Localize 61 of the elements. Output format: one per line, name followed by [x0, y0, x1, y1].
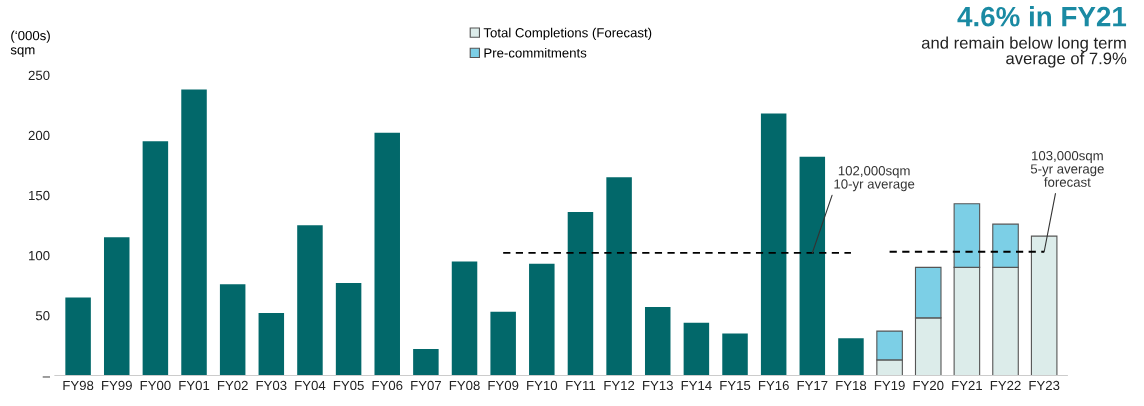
x-tick-label: FY08	[449, 380, 480, 391]
x-tick-label: FY13	[643, 380, 673, 391]
x-tick-label: FY17	[797, 380, 828, 390]
bar	[838, 338, 864, 376]
x-tick-label: FY01	[179, 380, 210, 391]
x-tick-label: FY16	[758, 380, 789, 391]
x-tick-label: FY99	[102, 380, 132, 391]
bar	[65, 297, 91, 376]
bar	[181, 89, 207, 376]
bar	[297, 225, 323, 376]
x-tick-label: FY22	[990, 380, 1021, 390]
bar	[374, 132, 400, 376]
x-tick-label: FY19	[874, 380, 905, 391]
y-tick-label: 250	[28, 70, 50, 81]
y-tick-label: –	[42, 376, 51, 378]
bar	[606, 177, 632, 376]
legend-label: Pre-commitments	[484, 47, 587, 58]
x-tick-label: FY21	[952, 380, 983, 390]
x-tick-label: FY10	[527, 380, 558, 391]
bar	[142, 141, 169, 376]
bar	[567, 212, 594, 376]
x-tick-label: FY05	[333, 380, 364, 391]
bar	[722, 333, 748, 376]
y-tick-label: 150	[29, 190, 50, 201]
bar	[335, 283, 362, 376]
y-tick-label: 200	[28, 130, 50, 141]
x-tick-label: FY11	[566, 380, 596, 390]
bar	[683, 322, 710, 376]
x-tick-label: FY18	[836, 380, 867, 391]
bar	[413, 349, 439, 376]
x-tick-label: FY00	[140, 380, 171, 391]
bar	[760, 113, 787, 376]
x-tick-label: FY04	[295, 380, 326, 391]
bar	[103, 237, 130, 376]
bar	[451, 261, 478, 376]
y-axis-title: (‘000s) sqm	[10, 30, 50, 58]
bar	[529, 263, 555, 376]
annotation: 103,000sqm 5-yr average forecast	[1030, 150, 1104, 187]
bar	[1030, 235, 1058, 376]
annotation: 102,000sqm 10-yr average	[834, 166, 915, 192]
bar	[258, 313, 285, 376]
x-tick-label: FY15	[720, 380, 751, 391]
bar	[219, 284, 246, 376]
x-tick-label: FY98	[63, 380, 94, 391]
x-tick-label: FY03	[256, 380, 287, 391]
x-tick-label: FY20	[913, 380, 944, 391]
x-tick-label: FY14	[681, 380, 712, 390]
bar	[644, 307, 671, 376]
x-tick-label: FY02	[217, 380, 248, 391]
bar	[490, 311, 516, 376]
bar	[799, 156, 826, 376]
x-tick-label: FY06	[372, 380, 403, 391]
y-tick-label: 50	[35, 311, 50, 321]
x-tick-label: FY07	[411, 380, 441, 391]
chart-subtitle: and remain below long term average of 7.9%	[921, 36, 1127, 68]
x-tick-label: FY23	[1029, 380, 1060, 391]
legend-label: Total Completions (Forecast)	[483, 27, 652, 41]
chart-title: 4.6% in FY21	[957, 6, 1127, 27]
x-tick-label: FY09	[488, 380, 519, 391]
x-tick-label: FY12	[604, 380, 635, 390]
y-tick-label: 100	[29, 250, 50, 261]
